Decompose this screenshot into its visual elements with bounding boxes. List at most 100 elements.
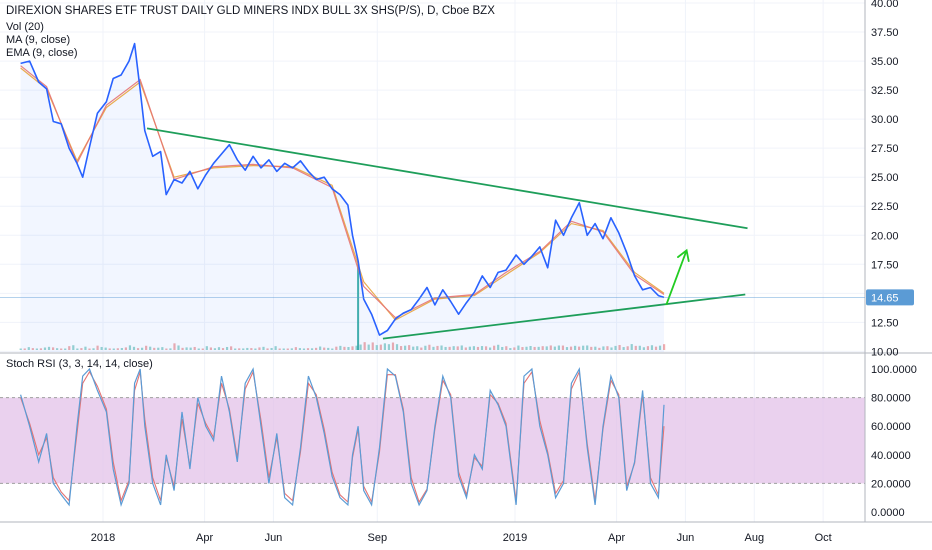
- volume-bar: [23, 348, 26, 350]
- x-tick-label: Apr: [196, 532, 213, 544]
- stoch-rsi-band: [0, 397, 865, 484]
- volume-bar: [132, 346, 136, 350]
- volume-bar: [39, 348, 43, 350]
- volume-bar: [64, 348, 67, 350]
- legend-volume[interactable]: Vol (20): [6, 21, 44, 33]
- volume-bar: [452, 346, 455, 350]
- volume-bar: [323, 347, 326, 350]
- volume-bar: [375, 345, 378, 350]
- volume-bar: [408, 345, 411, 350]
- rsi-tick-label: 40.0000: [871, 450, 911, 462]
- grid: [0, 0, 865, 522]
- volume-bar: [169, 348, 172, 350]
- volume-bar: [509, 348, 512, 350]
- volume-bar: [120, 347, 123, 350]
- volume-bar: [56, 348, 59, 350]
- volume-bar: [104, 347, 107, 350]
- volume-bar: [630, 344, 633, 350]
- rsi-tick-label: 0.0000: [871, 507, 905, 519]
- legend-ma[interactable]: MA (9, close): [6, 34, 71, 46]
- volume-bar: [294, 347, 297, 350]
- volume-bar: [493, 345, 496, 350]
- volume-bar: [383, 343, 386, 350]
- volume-bar: [541, 346, 544, 350]
- price-tick-label: 30.00: [871, 114, 899, 126]
- volume-bar: [327, 347, 330, 350]
- drawings[interactable]: [146, 127, 748, 340]
- volume-bar: [262, 346, 265, 350]
- x-tick-label: Jun: [265, 532, 283, 544]
- volume-bar: [594, 346, 597, 350]
- volume-bar: [404, 345, 407, 350]
- volume-bar: [529, 345, 532, 350]
- price-tick-label: 12.50: [871, 317, 899, 329]
- volume-bar: [610, 347, 613, 350]
- volume-bar: [205, 346, 208, 350]
- rsi-tick-label: 100.0000: [871, 364, 917, 376]
- close-price-line: [20, 42, 665, 336]
- volume-bar: [638, 345, 641, 350]
- volume-bar: [456, 346, 459, 350]
- volume-bar: [363, 342, 366, 350]
- volume-bar: [513, 347, 516, 350]
- volume-bar: [108, 348, 111, 350]
- volume-bar: [238, 348, 241, 350]
- volume-bar: [128, 345, 132, 350]
- volume-bar: [654, 346, 658, 350]
- volume-bar: [189, 347, 192, 350]
- volume-bar: [472, 346, 476, 350]
- volume-bar: [606, 346, 609, 350]
- x-tick-label: Apr: [608, 532, 625, 544]
- volume-bar: [302, 348, 306, 350]
- volume-bar: [124, 347, 128, 350]
- lower-trendline: [382, 293, 746, 340]
- volume-bar: [116, 348, 119, 350]
- volume-bar: [209, 347, 212, 350]
- volume-bar: [662, 344, 666, 350]
- volume-bar: [480, 346, 484, 350]
- volume-bar: [387, 344, 391, 350]
- volume-bar: [314, 347, 318, 350]
- volume-bar: [201, 348, 204, 350]
- volume-bar: [193, 346, 196, 350]
- volume-bar: [642, 347, 645, 350]
- x-tick-label: Aug: [745, 532, 765, 544]
- volume-bar: [468, 346, 471, 350]
- volume-bar: [35, 348, 38, 350]
- volume-bar: [80, 348, 83, 350]
- volume-bar: [173, 343, 176, 350]
- volume-bar: [428, 344, 431, 350]
- chart-title[interactable]: DIREXION SHARES ETF TRUST DAILY GLD MINE…: [6, 5, 495, 17]
- volume-bar: [270, 347, 273, 350]
- volume-bar: [157, 347, 160, 350]
- volume-bar: [533, 346, 536, 350]
- rsi-tick-label: 20.0000: [871, 478, 911, 490]
- volume-bar: [614, 345, 617, 350]
- volume-bar: [488, 347, 492, 350]
- volume-bar: [618, 344, 621, 350]
- volume-bar: [136, 348, 140, 350]
- volume-bar: [553, 346, 556, 350]
- volume-bar: [225, 346, 229, 350]
- volume-bar: [424, 345, 427, 350]
- volume-bar: [51, 347, 55, 350]
- tick-labels: 2018 Apr Jun Sep 2019 Apr Jun Aug Oct 10.00 12.50 1…: [91, 0, 917, 544]
- volume-bar: [578, 346, 581, 350]
- volume-bar: [177, 345, 180, 350]
- volume-spike-bar: [357, 264, 360, 350]
- volume-bar: [319, 346, 322, 350]
- volume-bar: [47, 346, 51, 350]
- last-price-tag: 14.65: [871, 292, 899, 304]
- axes: [0, 0, 932, 523]
- legend-ema[interactable]: EMA (9, close): [6, 47, 78, 59]
- volume-bar: [72, 345, 75, 350]
- ema-line: [20, 65, 665, 319]
- volume-bar: [569, 346, 573, 350]
- volume-bar: [68, 346, 71, 350]
- volume-bar: [298, 348, 302, 350]
- legend-stoch-rsi[interactable]: Stoch RSI (3, 3, 14, 14, close): [6, 358, 153, 370]
- volume-bar: [367, 344, 370, 350]
- volume-bar: [213, 348, 217, 350]
- volume-bar: [153, 347, 156, 350]
- volume-bar: [448, 346, 451, 350]
